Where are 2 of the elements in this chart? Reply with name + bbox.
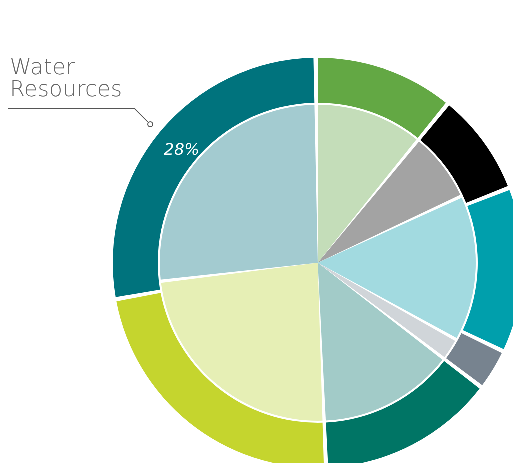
slice-label: Water Resources [10,56,122,103]
data-label: 28% [164,140,200,159]
